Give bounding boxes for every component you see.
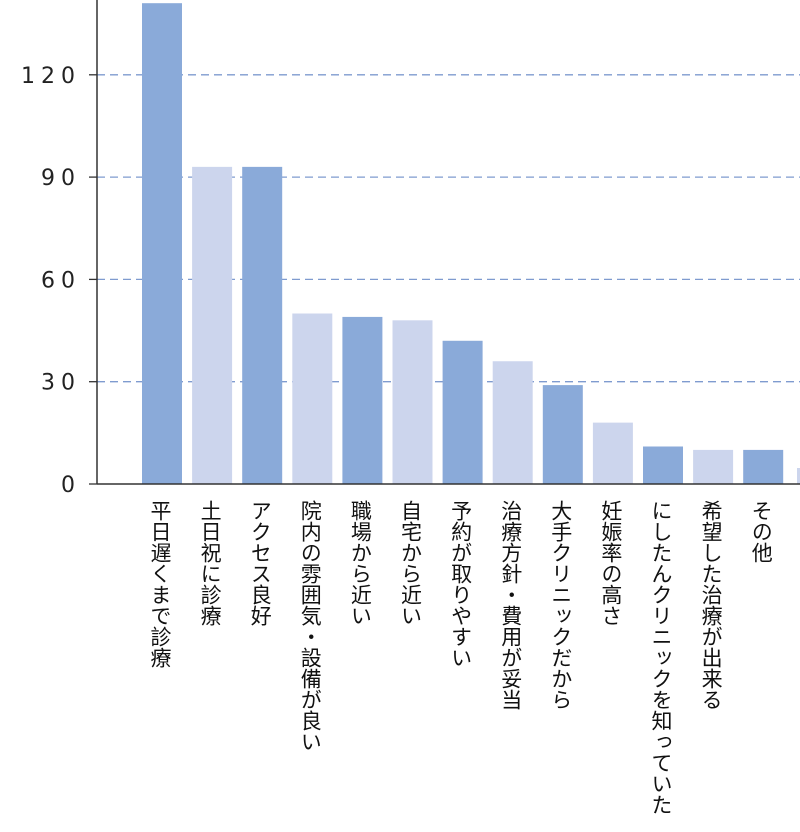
bar bbox=[192, 166, 233, 484]
y-tick-label: 120 bbox=[21, 64, 81, 89]
bar bbox=[693, 449, 734, 484]
x-tick-label: 希望した治療が出来る bbox=[699, 500, 723, 710]
bar bbox=[392, 320, 433, 484]
bar bbox=[342, 316, 383, 484]
y-tick-label: 30 bbox=[41, 371, 81, 396]
bar bbox=[492, 361, 533, 484]
x-tick-label: 予約が取りやすい bbox=[449, 500, 473, 668]
x-tick-label: 院内の雰囲気・設備が良い bbox=[298, 500, 322, 752]
bar bbox=[592, 422, 633, 484]
x-tick-label: 妊娠率の高さ bbox=[599, 500, 623, 626]
x-tick-label: 平日遅くまで診療 bbox=[148, 500, 172, 668]
x-tick-label: 職場から近い bbox=[348, 500, 372, 626]
x-tick-label: 大手クリニックだから bbox=[549, 500, 573, 710]
bar-fragment bbox=[797, 468, 800, 484]
bar bbox=[743, 449, 784, 484]
y-tick-labels: 0 30 60 90 120 bbox=[21, 64, 97, 498]
bar bbox=[142, 3, 182, 484]
x-tick-label: その他 bbox=[749, 500, 773, 563]
y-tick-label: 60 bbox=[41, 268, 81, 293]
bar bbox=[242, 166, 283, 484]
x-tick-labels: 平日遅くまで診療 土日祝に診療 アクセス良好 院内の雰囲気・設備が良い 職場から近い 自宅… bbox=[148, 500, 773, 815]
bar bbox=[292, 313, 333, 484]
x-tick-label: 治療方針・費用が妥当 bbox=[499, 500, 523, 710]
bar bbox=[442, 340, 483, 484]
bars bbox=[142, 3, 800, 484]
bar bbox=[542, 385, 583, 484]
x-tick-label: 土日祝に診療 bbox=[198, 500, 222, 626]
x-tick-label: にしたんクリニックを知っていた bbox=[649, 500, 673, 815]
x-tick-label: アクセス良好 bbox=[248, 500, 272, 626]
y-tick-label: 0 bbox=[61, 473, 81, 498]
x-tick-label: 自宅から近い bbox=[399, 500, 423, 626]
y-tick-label: 90 bbox=[41, 166, 81, 191]
bar bbox=[643, 446, 683, 484]
